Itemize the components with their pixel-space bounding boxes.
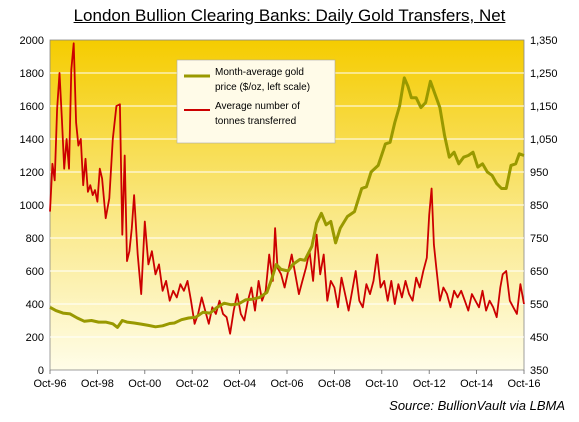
left-axis-tick-label: 1800 (20, 68, 44, 80)
left-axis-tick-label: 0 (38, 365, 44, 377)
x-axis-tick-label: Oct-02 (176, 378, 209, 390)
right-axis-tick-label: 1,150 (530, 101, 558, 113)
x-axis-tick-label: Oct-96 (33, 378, 66, 390)
legend-box (176, 59, 336, 144)
right-axis-tick-label: 1,350 (530, 35, 558, 47)
right-axis-tick-label: 650 (530, 266, 548, 278)
right-axis-tick-label: 950 (530, 167, 548, 179)
left-axis-tick-label: 1600 (20, 101, 44, 113)
right-axis-tick-label: 850 (530, 200, 548, 212)
x-axis-tick-label: Oct-98 (81, 378, 114, 390)
source-note: Source: BullionVault via LBMA (389, 398, 565, 413)
legend-label-tonnes-line2: tonnes transferred (215, 116, 296, 127)
x-axis-tick-label: Oct-14 (460, 378, 493, 390)
x-axis-tick-label: Oct-04 (223, 378, 256, 390)
right-axis-tick-label: 1,250 (530, 68, 558, 80)
left-axis-tick-label: 800 (26, 233, 44, 245)
left-axis-tick-label: 600 (26, 266, 44, 278)
x-axis-tick-label: Oct-16 (507, 378, 540, 390)
left-axis-tick-label: 1200 (20, 167, 44, 179)
left-axis-tick-label: 1400 (20, 134, 44, 146)
right-axis-tick-label: 550 (530, 299, 548, 311)
x-axis-tick-label: Oct-06 (270, 378, 303, 390)
left-axis-tick-label: 1000 (20, 200, 44, 212)
left-axis-tick-label: 200 (26, 332, 44, 344)
legend-label-tonnes-line1: Average number of (215, 101, 300, 112)
series-line-tonnes-transferred (49, 42, 525, 335)
legend-label-gold-price-line1: Month-average gold (215, 67, 304, 78)
x-axis-tick-label: Oct-08 (318, 378, 351, 390)
series-line-gold-price (49, 76, 525, 329)
right-axis-tick-label: 750 (530, 233, 548, 245)
x-axis-tick-label: Oct-00 (128, 378, 161, 390)
right-axis-tick-label: 1,050 (530, 134, 558, 146)
x-axis-tick-label: Oct-10 (365, 378, 398, 390)
chart-title: London Bullion Clearing Banks: Daily Gol… (73, 6, 506, 25)
left-axis-tick-label: 400 (26, 299, 44, 311)
left-axis-tick-label: 2000 (20, 35, 44, 47)
right-axis-tick-label: 350 (530, 365, 548, 377)
right-axis-tick-label: 450 (530, 332, 548, 344)
legend-label-gold-price-line2: price ($/oz, left scale) (215, 82, 310, 93)
x-axis-tick-label: Oct-12 (413, 378, 446, 390)
